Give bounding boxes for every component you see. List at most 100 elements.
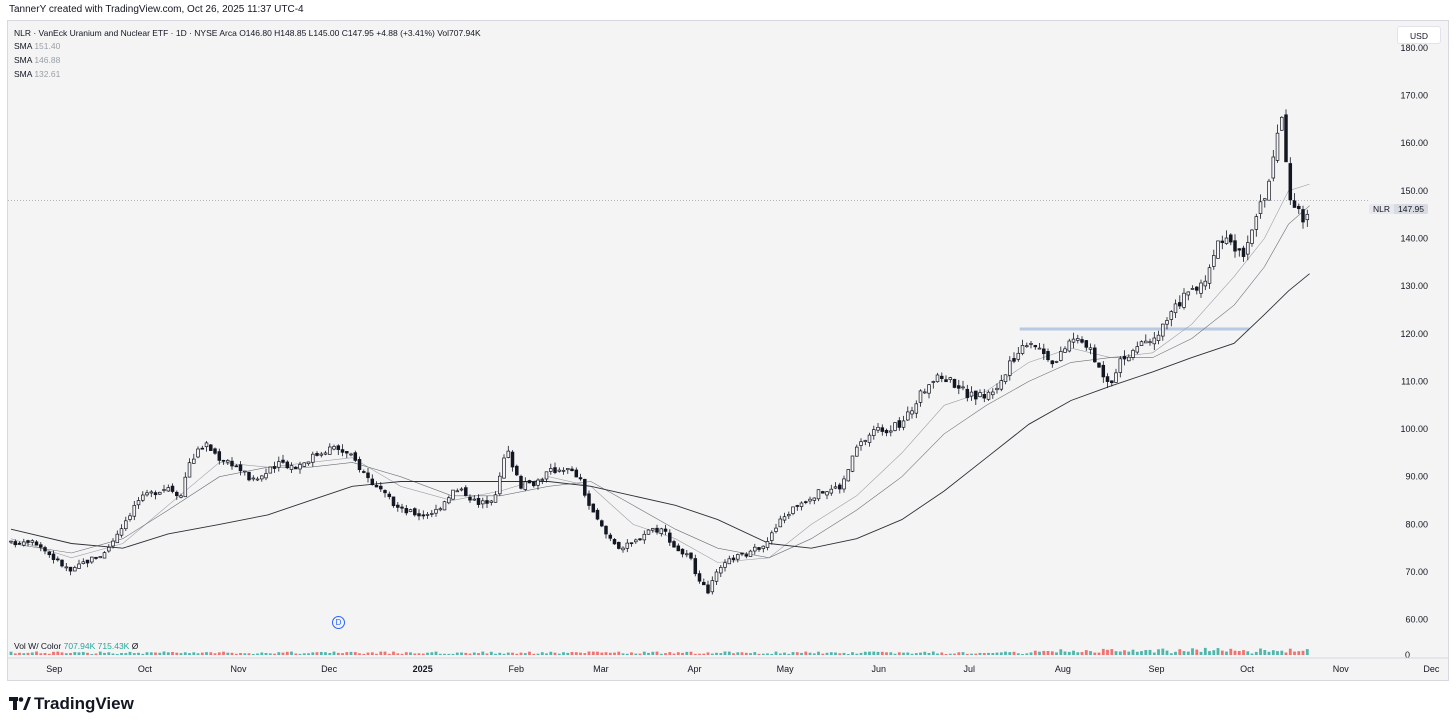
symbol-legend[interactable]: NLR · VanEck Uranium and Nuclear ETF · 1… <box>14 28 481 38</box>
candle-body <box>1076 338 1080 341</box>
time-tick-label: 2025 <box>413 664 433 674</box>
volume-bar <box>566 652 570 655</box>
volume-bar <box>26 652 30 655</box>
candle-body <box>26 540 30 543</box>
volume-bar <box>685 651 689 655</box>
candle-body <box>697 573 702 582</box>
candle-body <box>1105 376 1110 382</box>
time-tick-label: Apr <box>687 664 701 674</box>
volume-bar <box>1025 653 1029 655</box>
candle-body <box>842 478 846 490</box>
candle-body <box>472 498 477 501</box>
volume-bar <box>1127 651 1131 655</box>
sma-legend-3[interactable]: SMA 132.61 <box>14 69 60 79</box>
candle-body <box>221 459 226 462</box>
volume-bar <box>808 652 812 655</box>
candle-body <box>94 556 98 559</box>
volume-bar <box>451 653 455 655</box>
volume-bar <box>1225 651 1228 655</box>
volume-bar <box>868 651 871 655</box>
currency-button[interactable]: USD <box>1397 26 1441 44</box>
volume-bar <box>710 653 714 655</box>
candle-body <box>306 461 311 465</box>
volume-bar <box>43 653 47 655</box>
tradingview-logo[interactable]: TradingView <box>9 694 134 714</box>
volume-legend[interactable]: Vol W/ Color 707.94K 715.43K Ø <box>14 641 138 651</box>
volume-bar <box>73 652 77 655</box>
volume-bar <box>953 653 956 655</box>
sma-value: 146.88 <box>34 55 61 65</box>
candle-body <box>226 460 230 463</box>
volume-bar <box>294 653 298 655</box>
volume-bar <box>107 652 111 655</box>
sma-legend-1[interactable]: SMA 151.40 <box>14 41 60 51</box>
volume-bar <box>1165 650 1169 655</box>
volume-bar <box>149 652 153 655</box>
volume-bar <box>230 652 234 655</box>
candle-body <box>804 501 808 503</box>
candle-body <box>838 484 842 490</box>
candle-body <box>791 506 795 514</box>
candle-body <box>850 455 855 472</box>
candle-body <box>68 566 73 572</box>
volume-bar <box>1021 654 1024 655</box>
candle-body <box>493 494 498 503</box>
volume-bar <box>1169 653 1173 655</box>
sma-layer <box>10 183 1310 563</box>
candle-body <box>1212 255 1216 267</box>
candle-body <box>710 580 715 593</box>
volume-bar <box>400 653 404 655</box>
volume-bar <box>770 653 774 655</box>
candle-body <box>527 480 532 484</box>
candle-body <box>213 448 217 454</box>
volume-bar <box>974 653 978 655</box>
candle-body <box>1046 351 1050 361</box>
volume-bar <box>613 652 616 655</box>
candle-body <box>1122 356 1127 360</box>
candle-body <box>914 403 919 414</box>
candle-body <box>744 554 749 557</box>
candle-body <box>13 541 18 546</box>
volume-bar <box>753 652 757 655</box>
candle-body <box>247 471 251 481</box>
candle-body <box>689 552 693 559</box>
volume-bar <box>540 652 544 655</box>
candle-body <box>544 471 549 480</box>
time-axis[interactable]: Sep Oct Nov Dec 2025 Feb Mar Apr May Jun Jul Aug Sep… <box>8 657 1456 674</box>
dividend-marker[interactable]: D <box>332 616 345 629</box>
candle-body <box>1161 323 1165 337</box>
volume-bar <box>353 652 357 655</box>
candle-body <box>98 556 103 559</box>
candle-body <box>1071 338 1076 343</box>
candle-body <box>119 528 124 536</box>
volume-bar <box>1186 651 1190 655</box>
volume-bar <box>243 653 247 655</box>
volume-bar <box>98 651 102 655</box>
volume-bar <box>702 653 706 655</box>
candle-body <box>289 465 294 470</box>
volume-bar <box>842 652 846 655</box>
time-tick-label: Aug <box>1055 664 1071 674</box>
volume-bar <box>226 652 230 655</box>
candle-body <box>574 469 579 478</box>
candle-body <box>183 476 188 498</box>
volume-bar <box>596 651 599 655</box>
candle-body <box>1037 347 1042 350</box>
candle-body <box>1284 114 1288 163</box>
candle-body <box>532 481 536 487</box>
candle-body <box>952 378 957 388</box>
candle-body <box>1224 237 1229 244</box>
candle-body <box>17 542 22 545</box>
candle-body <box>867 434 872 443</box>
volume-bar <box>655 651 659 655</box>
candle-body <box>655 527 659 533</box>
candle-body <box>787 514 791 517</box>
volume-bar <box>417 653 421 655</box>
chart-frame[interactable] <box>7 20 1449 681</box>
candle-body <box>646 529 651 535</box>
sma-legend-2[interactable]: SMA 146.88 <box>14 55 60 65</box>
price-axis[interactable]: 180.00 170.00 160.00 150.00 140.00 130.00 120.… <box>1400 43 1428 660</box>
candle-body <box>204 442 209 448</box>
volume-bar <box>315 652 319 655</box>
